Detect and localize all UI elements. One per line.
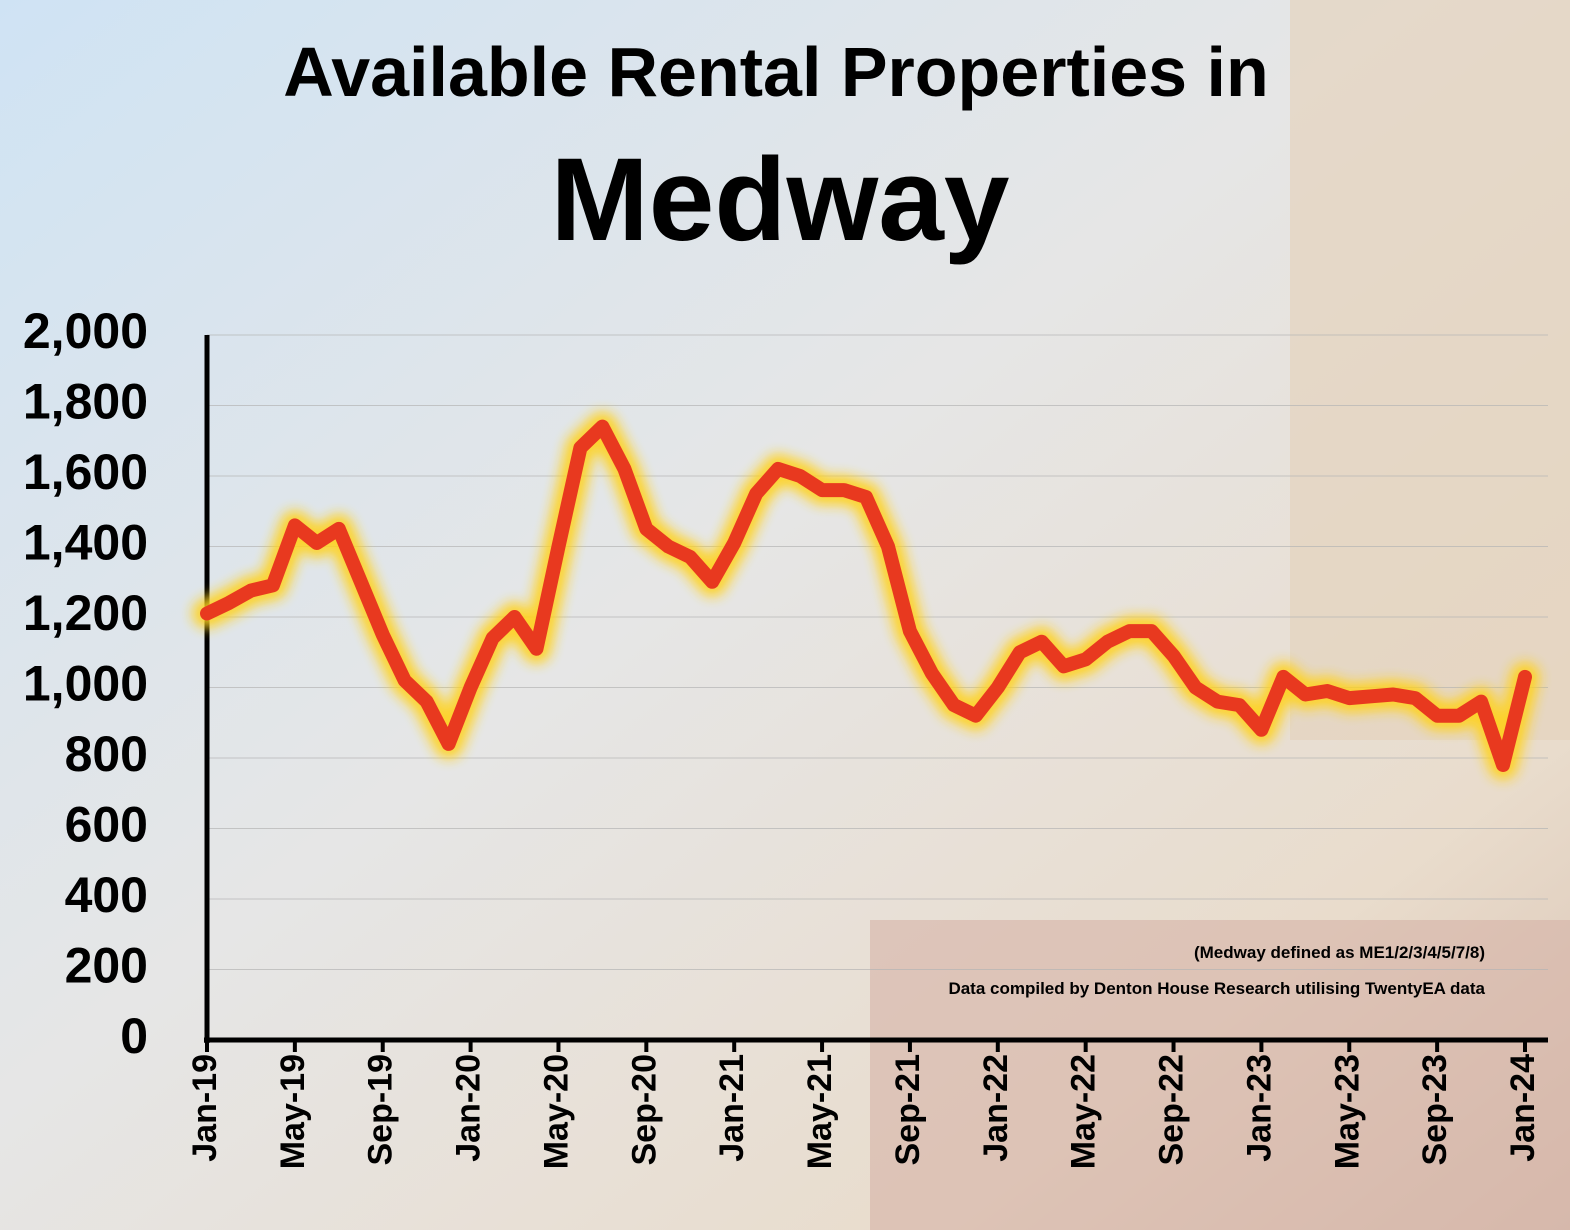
x-tick-label: May-22 — [1065, 1054, 1103, 1169]
chart-subtitle: Medway — [550, 134, 1009, 266]
y-tick-label: 600 — [65, 797, 148, 853]
x-tick-label: Jan-22 — [977, 1054, 1015, 1162]
y-tick-label: 1,000 — [23, 656, 148, 712]
x-tick-label: Jan-19 — [186, 1054, 224, 1162]
background-wall — [1290, 0, 1570, 740]
y-tick-label: 0 — [120, 1008, 148, 1064]
annotation: Data compiled by Denton House Research u… — [948, 979, 1485, 998]
y-tick-label: 800 — [65, 726, 148, 782]
chart-title: Available Rental Properties in — [283, 33, 1269, 111]
y-tick-label: 1,800 — [23, 374, 148, 430]
annotation: (Medway defined as ME1/2/3/4/5/7/8) — [1194, 943, 1485, 962]
x-tick-label: Jan-24 — [1504, 1054, 1542, 1162]
x-tick-label: May-20 — [537, 1054, 575, 1169]
x-tick-label: May-19 — [274, 1054, 312, 1169]
y-tick-label: 1,600 — [23, 444, 148, 500]
x-tick-label: Sep-21 — [889, 1054, 927, 1166]
x-tick-label: Jan-23 — [1240, 1054, 1278, 1162]
y-tick-label: 1,400 — [23, 515, 148, 571]
y-tick-label: 400 — [65, 867, 148, 923]
x-tick-label: Sep-23 — [1416, 1054, 1454, 1166]
x-tick-label: May-23 — [1328, 1054, 1366, 1169]
x-tick-label: Sep-19 — [362, 1054, 400, 1166]
y-tick-label: 1,200 — [23, 585, 148, 641]
y-tick-label: 2,000 — [23, 303, 148, 359]
x-tick-label: Jan-20 — [450, 1054, 488, 1162]
y-tick-label: 200 — [65, 938, 148, 994]
x-tick-label: Jan-21 — [713, 1054, 751, 1162]
x-tick-label: Sep-22 — [1153, 1054, 1191, 1166]
background-brick — [870, 920, 1570, 1230]
x-tick-label: May-21 — [801, 1054, 839, 1169]
x-tick-label: Sep-20 — [625, 1054, 663, 1166]
line — [200, 419, 1532, 772]
